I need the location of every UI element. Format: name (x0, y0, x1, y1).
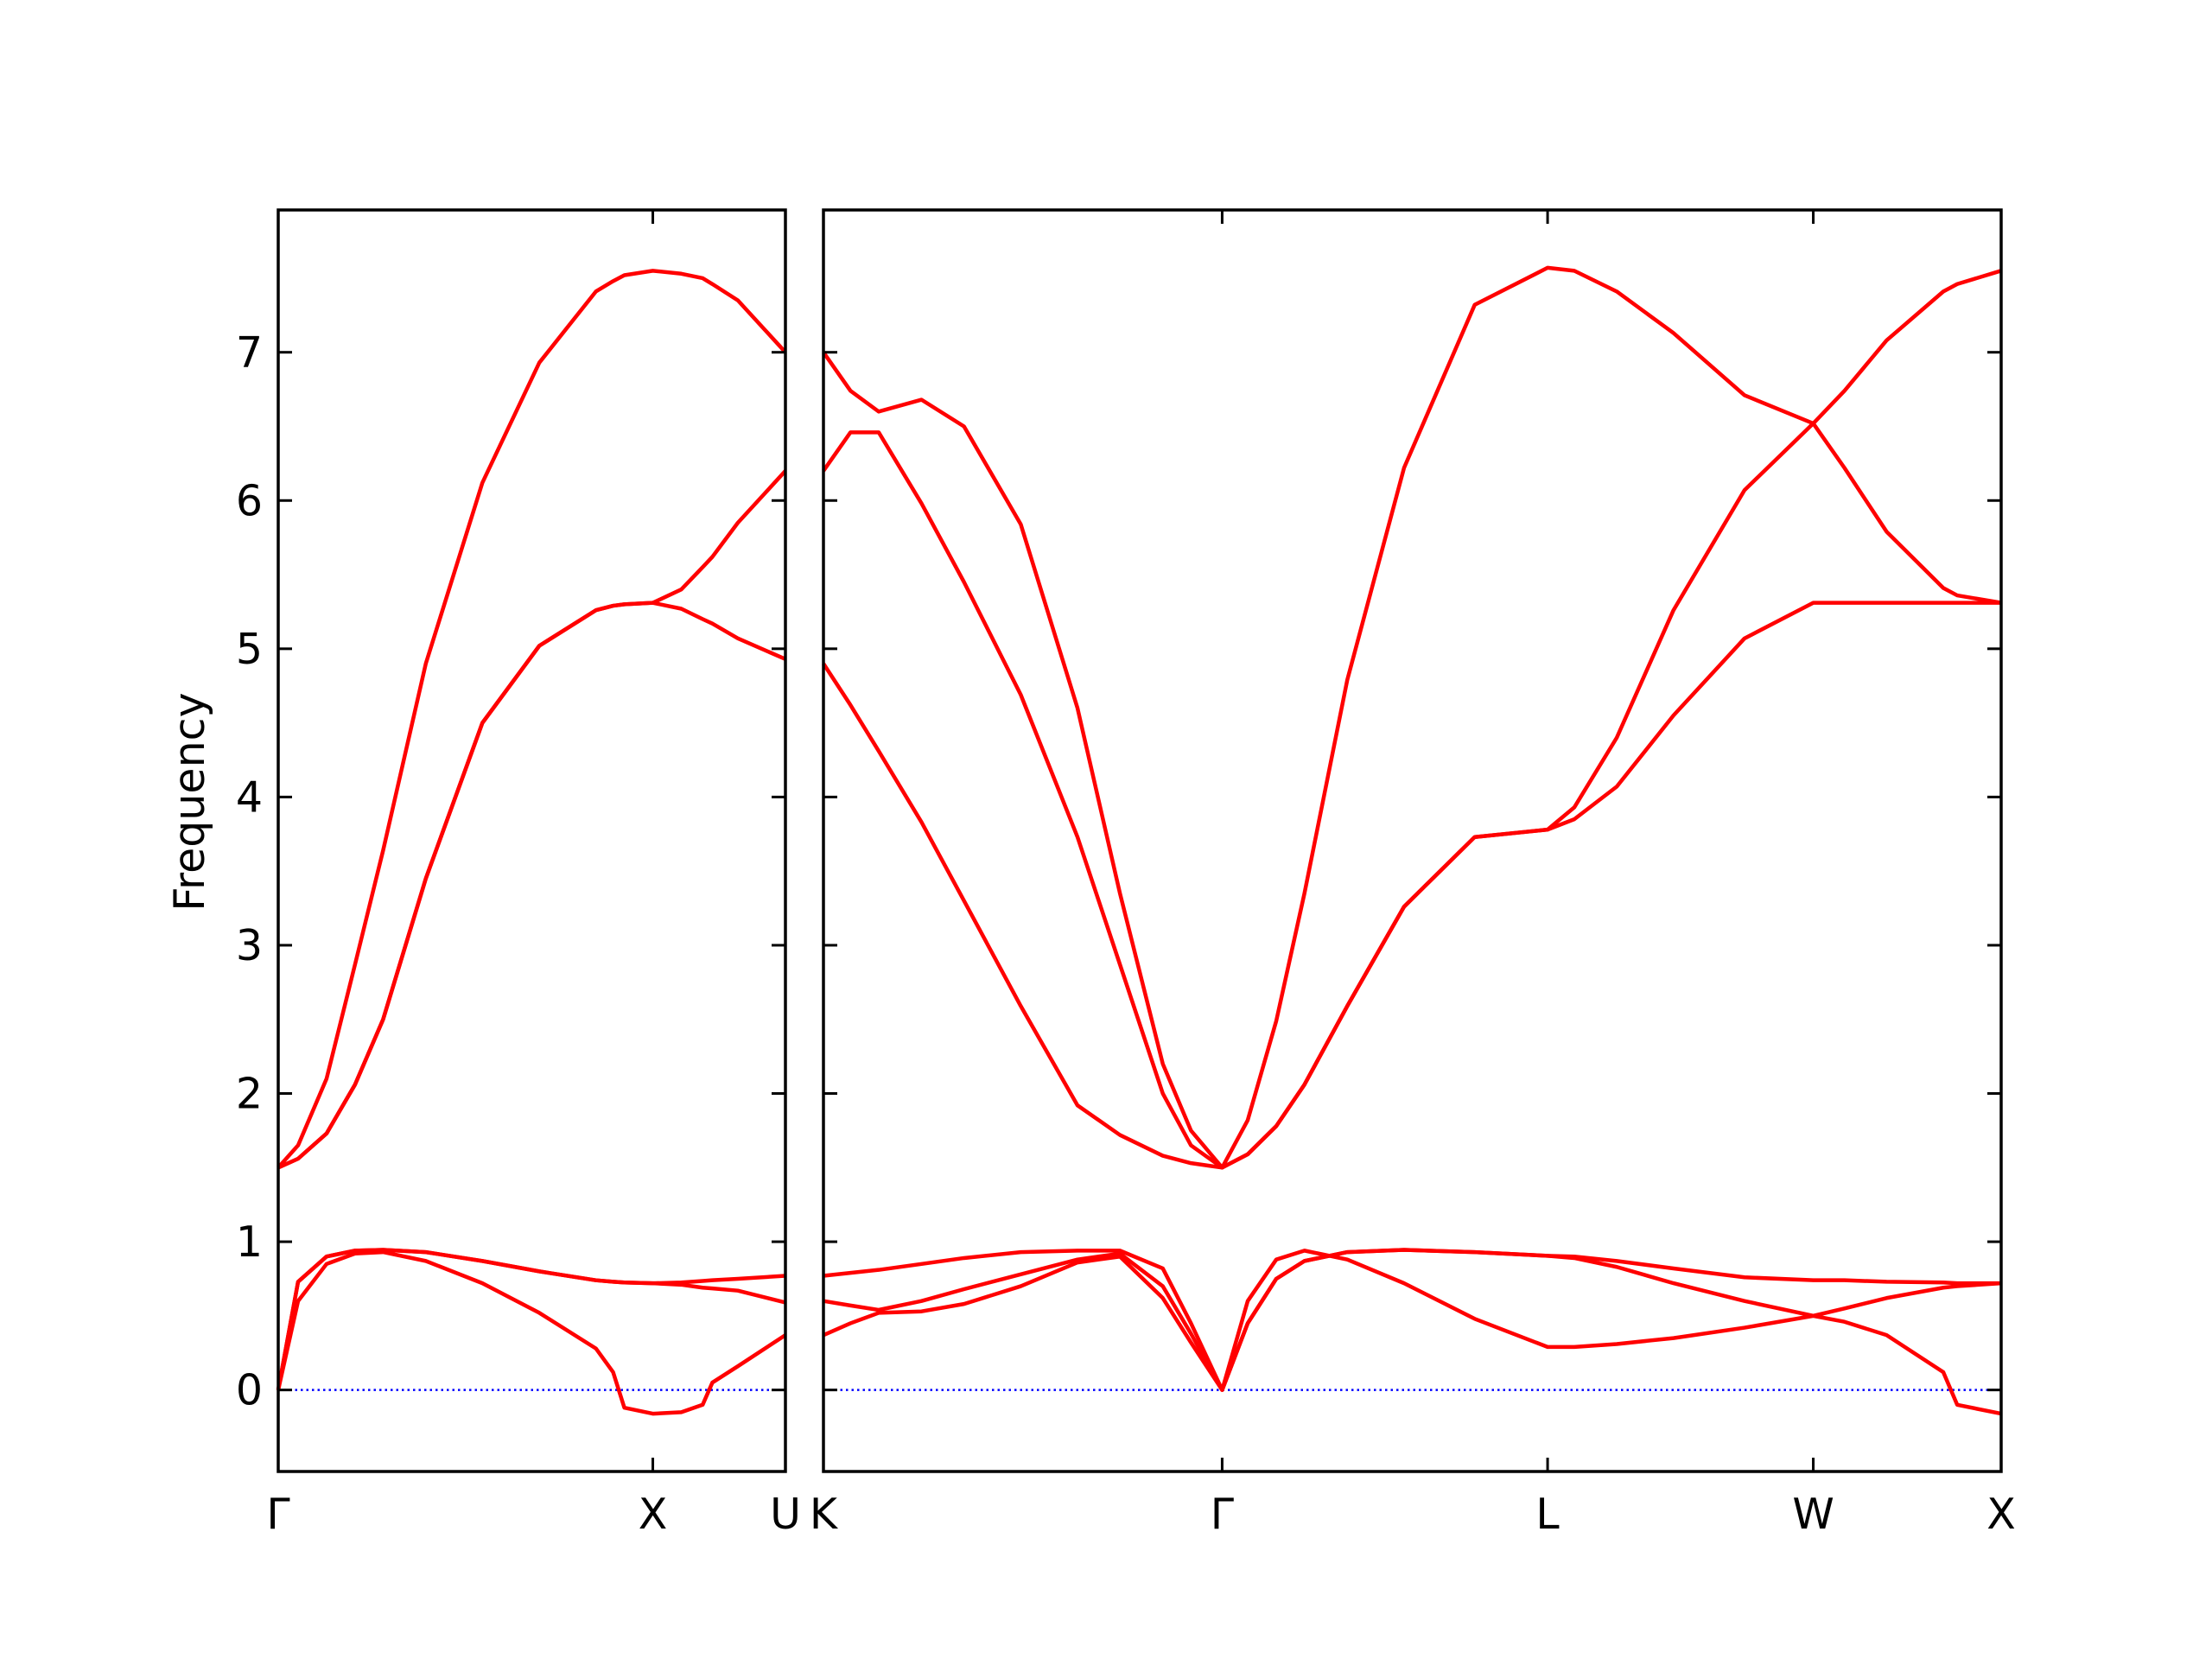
y-tick-label: 2 (236, 1070, 263, 1119)
band-line (276, 1249, 787, 1416)
y-tick-label: 1 (236, 1217, 263, 1267)
x-tick-label: L (1535, 1490, 1560, 1539)
x-tick-label: Γ (266, 1490, 290, 1539)
band-line (822, 265, 2002, 1170)
band-line (822, 421, 2002, 1170)
y-axis-label: Frequency (165, 692, 214, 911)
band-line (276, 269, 787, 1169)
y-tick-label: 4 (236, 772, 263, 822)
y-tick-label: 5 (236, 625, 263, 674)
y-tick-label: 0 (236, 1366, 263, 1415)
plot-frame (276, 208, 787, 1473)
band-line (822, 601, 2001, 1170)
x-tick-label: U (770, 1490, 801, 1539)
x-tick-label: K (810, 1490, 839, 1539)
band-line (823, 1248, 2001, 1392)
x-tick-label: Γ (1211, 1490, 1235, 1539)
x-tick-label: X (639, 1490, 668, 1539)
x-tick-label: X (1986, 1490, 2016, 1539)
y-tick-label: 6 (236, 476, 263, 525)
y-tick-label: 3 (236, 921, 263, 970)
band-line (276, 1248, 786, 1391)
x-tick-label: W (1792, 1490, 1834, 1539)
band-line (277, 601, 786, 1170)
y-tick-label: 7 (236, 328, 263, 378)
band-line (277, 469, 787, 1170)
plot-frame (822, 208, 2003, 1473)
